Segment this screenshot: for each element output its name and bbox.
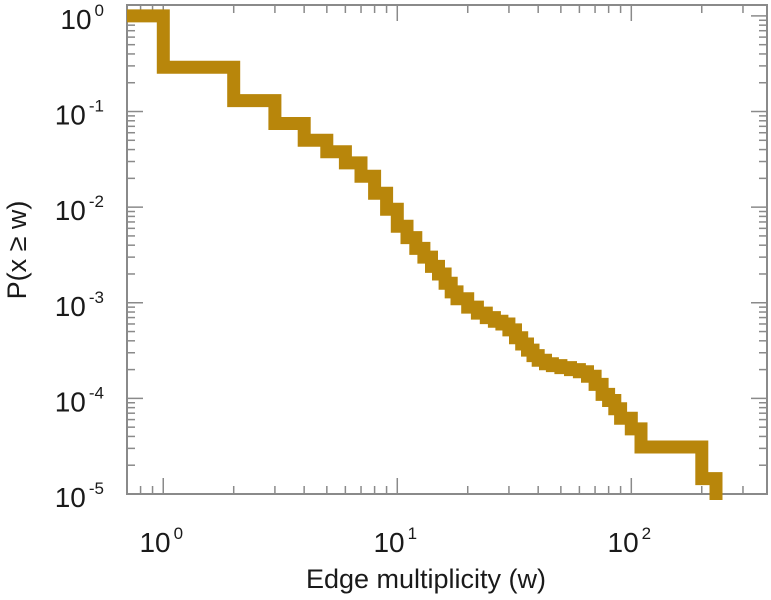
y-tick-label: 10 -1 xyxy=(55,97,104,131)
y-tick-label: 10 -4 xyxy=(55,383,104,417)
y-tick-label: 10 -3 xyxy=(55,288,104,322)
y-tick-label: 10 -2 xyxy=(55,192,104,226)
x-tick-label: 10 2 xyxy=(608,524,652,558)
x-axis-label: Edge multiplicity (w) xyxy=(306,564,546,594)
y-axis-label: P(x ≥ w) xyxy=(2,201,32,300)
y-tick-label: 10 0 xyxy=(60,1,104,35)
y-tick-label: 10 -5 xyxy=(55,479,104,513)
series-step-line xyxy=(127,9,723,500)
plot-frame xyxy=(126,4,768,495)
x-tick-label: 10 1 xyxy=(373,524,417,558)
x-tick-label: 10 0 xyxy=(139,524,183,558)
tick-labels: 10 0 10 1 10 2 10 0 10 -1 10 -2 10 -3 10 -4 10 -5 xyxy=(55,1,651,558)
axis-ticks xyxy=(126,5,767,495)
